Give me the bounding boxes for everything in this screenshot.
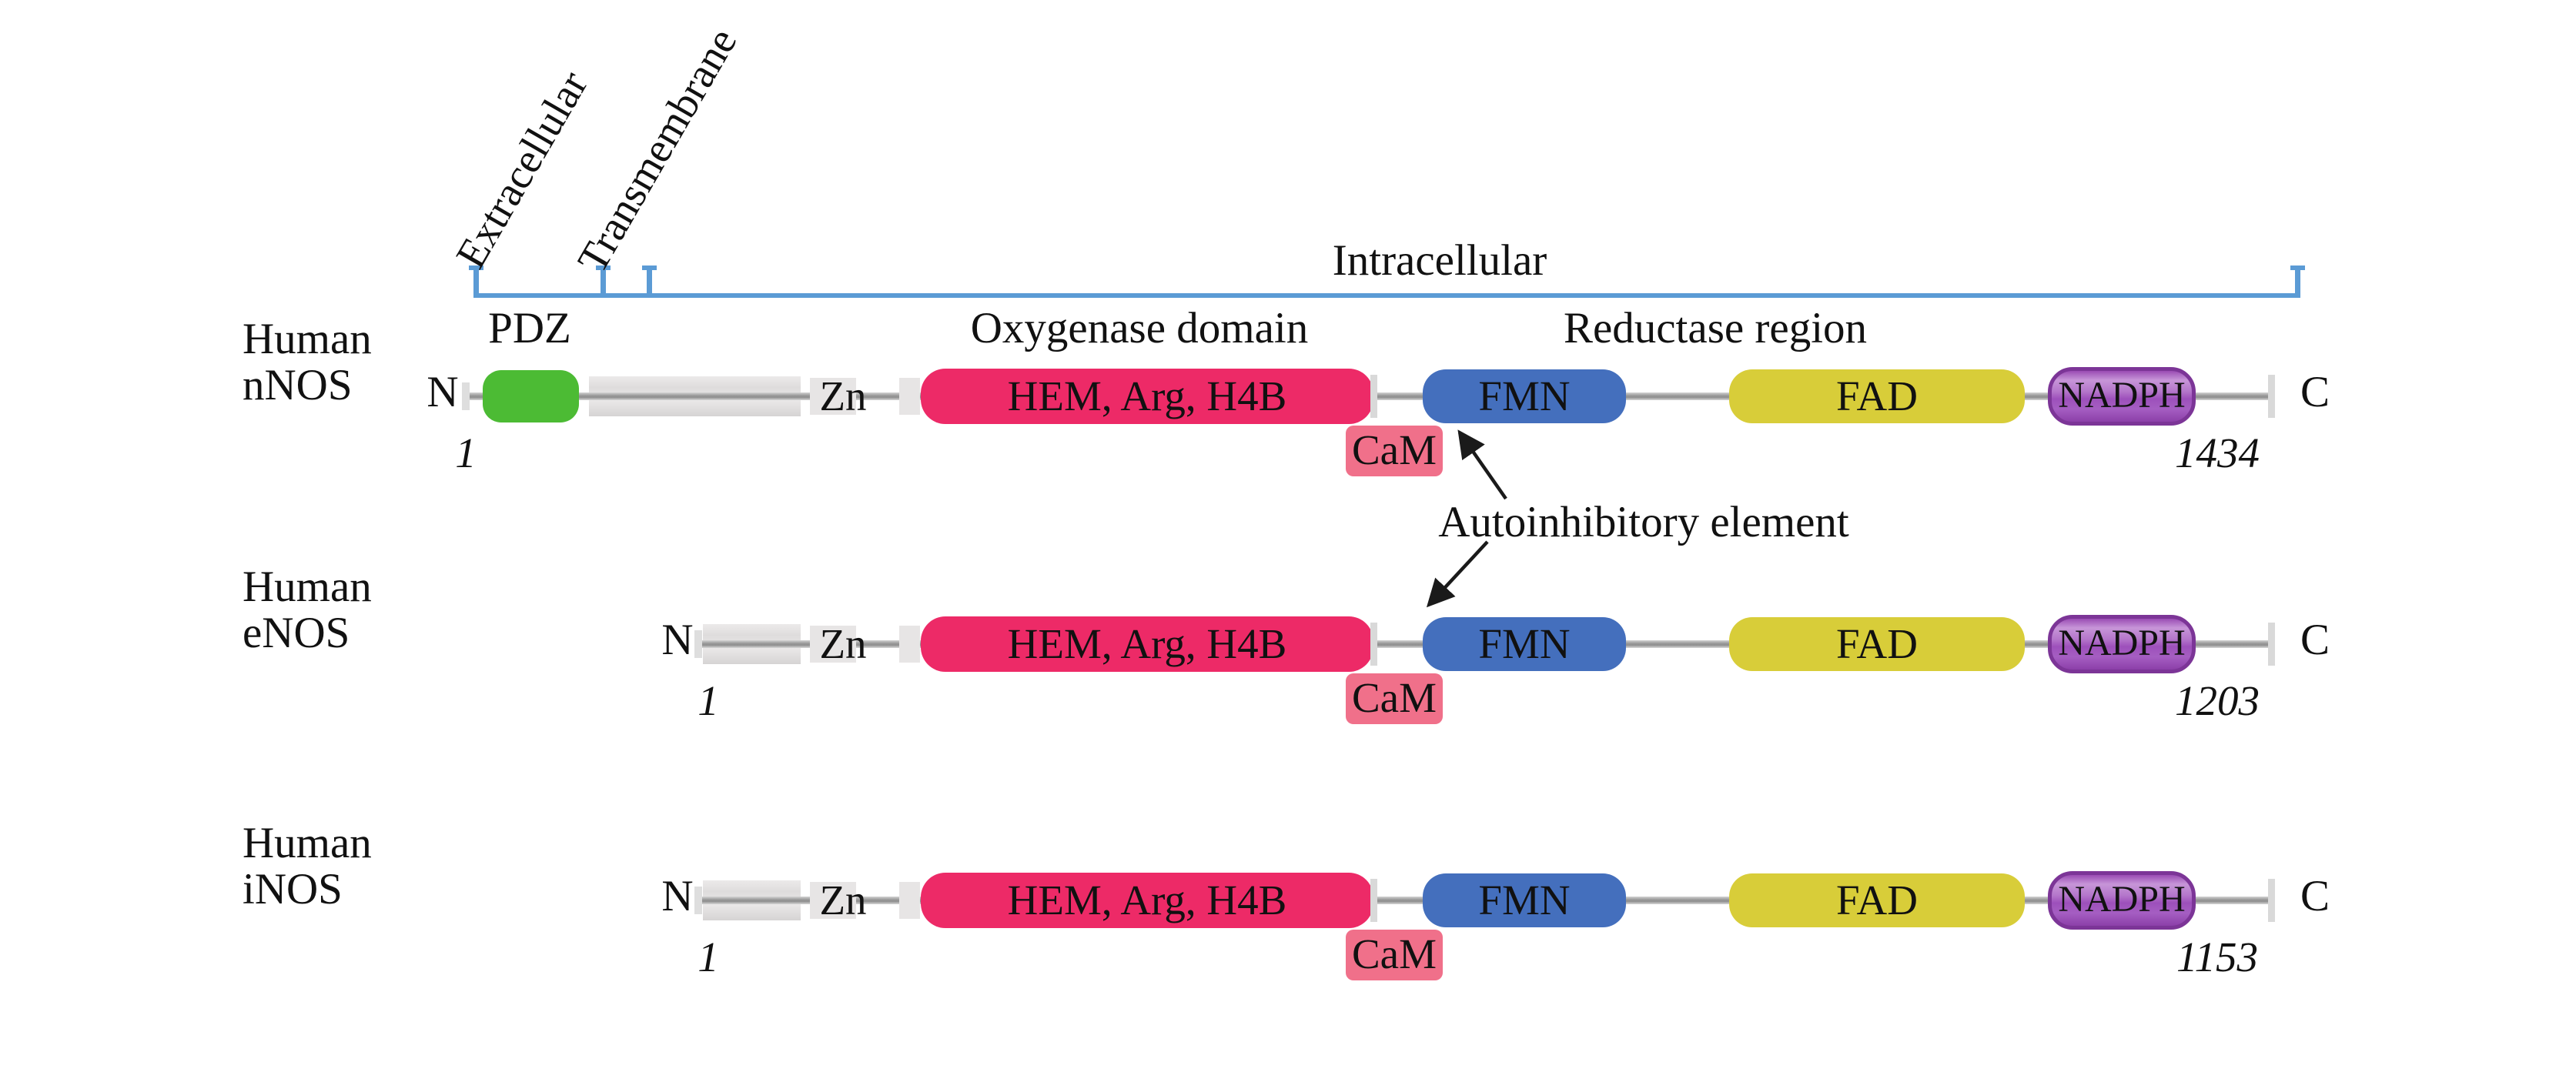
species-line2: eNOS [243, 609, 350, 657]
bracket-tick [596, 265, 611, 298]
c-terminus-label: C [2300, 872, 2330, 920]
zn-site-box [899, 882, 920, 919]
species-line1: Human [243, 315, 372, 363]
row-human-nnos: Human nNOS N Zn HEM, Arg, H4B CaM FMN FA… [0, 296, 2576, 496]
zn-label: Zn [819, 877, 867, 923]
fmn-domain-box: FMN [1423, 873, 1626, 927]
backbone-tick [2268, 623, 2275, 666]
reductase-region-label: Reductase region [1563, 304, 1868, 352]
backbone-start-cap [694, 630, 702, 658]
start-residue: 1 [698, 677, 719, 724]
extracellular-label: Extracellular [447, 63, 597, 276]
species-label: Human nNOS [243, 316, 372, 409]
n-terminus-label: N [427, 368, 459, 416]
backbone-tick [1370, 375, 1377, 418]
bracket-tick [642, 265, 657, 298]
end-residue: 1153 [2176, 933, 2258, 980]
fmn-domain-box: FMN [1423, 369, 1626, 423]
start-residue: 1 [698, 933, 719, 980]
autoinhibitory-element-label: Autoinhibitory element [1438, 498, 1849, 546]
species-line1: Human [243, 819, 372, 867]
bracket-tick [2290, 265, 2305, 298]
hem-domain-box: HEM, Arg, H4B [921, 616, 1373, 672]
row-human-enos: Human eNOS N Zn HEM, Arg, H4B CaM FMN FA… [0, 544, 2576, 744]
pdz-domain-box [483, 370, 579, 422]
hem-domain-box: HEM, Arg, H4B [921, 369, 1373, 424]
pdz-region-label: PDZ [488, 304, 571, 352]
n-terminus-label: N [661, 616, 694, 664]
backbone-tick [1370, 879, 1377, 922]
oxygenase-domain-label: Oxygenase domain [970, 304, 1309, 352]
backbone-tick [2268, 375, 2275, 418]
c-terminus-label: C [2300, 616, 2330, 664]
backbone-tick [1370, 623, 1377, 666]
n-terminus-label: N [661, 872, 694, 920]
end-residue: 1203 [2175, 677, 2260, 724]
zn-site-box [810, 626, 856, 663]
end-residue: 1434 [2175, 429, 2260, 476]
species-line2: iNOS [243, 865, 343, 913]
nadph-domain-box: NADPH [2048, 615, 2196, 673]
zn-site-box [810, 882, 856, 919]
fad-domain-box: FAD [1729, 873, 2025, 927]
fmn-domain-box: FMN [1423, 617, 1626, 671]
c-terminus-label: C [2300, 368, 2330, 416]
fad-domain-box: FAD [1729, 369, 2025, 423]
species-label: Human iNOS [243, 820, 372, 913]
cam-box: CaM [1346, 426, 1443, 476]
cam-box: CaM [1346, 930, 1443, 980]
zn-label: Zn [819, 372, 867, 419]
fad-domain-box: FAD [1729, 617, 2025, 671]
transmembrane-label: Transmembrane [568, 20, 746, 281]
backbone-start-cap [462, 382, 470, 410]
species-label: Human eNOS [243, 564, 372, 656]
intracellular-label: Intracellular [1332, 236, 1547, 285]
nadph-domain-box: NADPH [2048, 871, 2196, 930]
cam-box: CaM [1346, 673, 1443, 724]
row-human-inos: Human iNOS N Zn HEM, Arg, H4B CaM FMN FA… [0, 800, 2576, 1000]
species-line1: Human [243, 563, 372, 611]
backbone-start-cap [694, 887, 702, 914]
backbone-tick [2268, 879, 2275, 922]
zn-site-box [899, 378, 920, 415]
zn-label: Zn [819, 620, 867, 667]
bracket-tick [469, 265, 483, 298]
hem-domain-box: HEM, Arg, H4B [921, 873, 1373, 928]
species-line2: nNOS [243, 361, 353, 409]
zn-site-box [810, 378, 856, 415]
start-residue: 1 [455, 429, 477, 476]
zn-site-box [899, 626, 920, 663]
membrane-bracket-line [473, 293, 2300, 298]
nadph-domain-box: NADPH [2048, 367, 2196, 426]
